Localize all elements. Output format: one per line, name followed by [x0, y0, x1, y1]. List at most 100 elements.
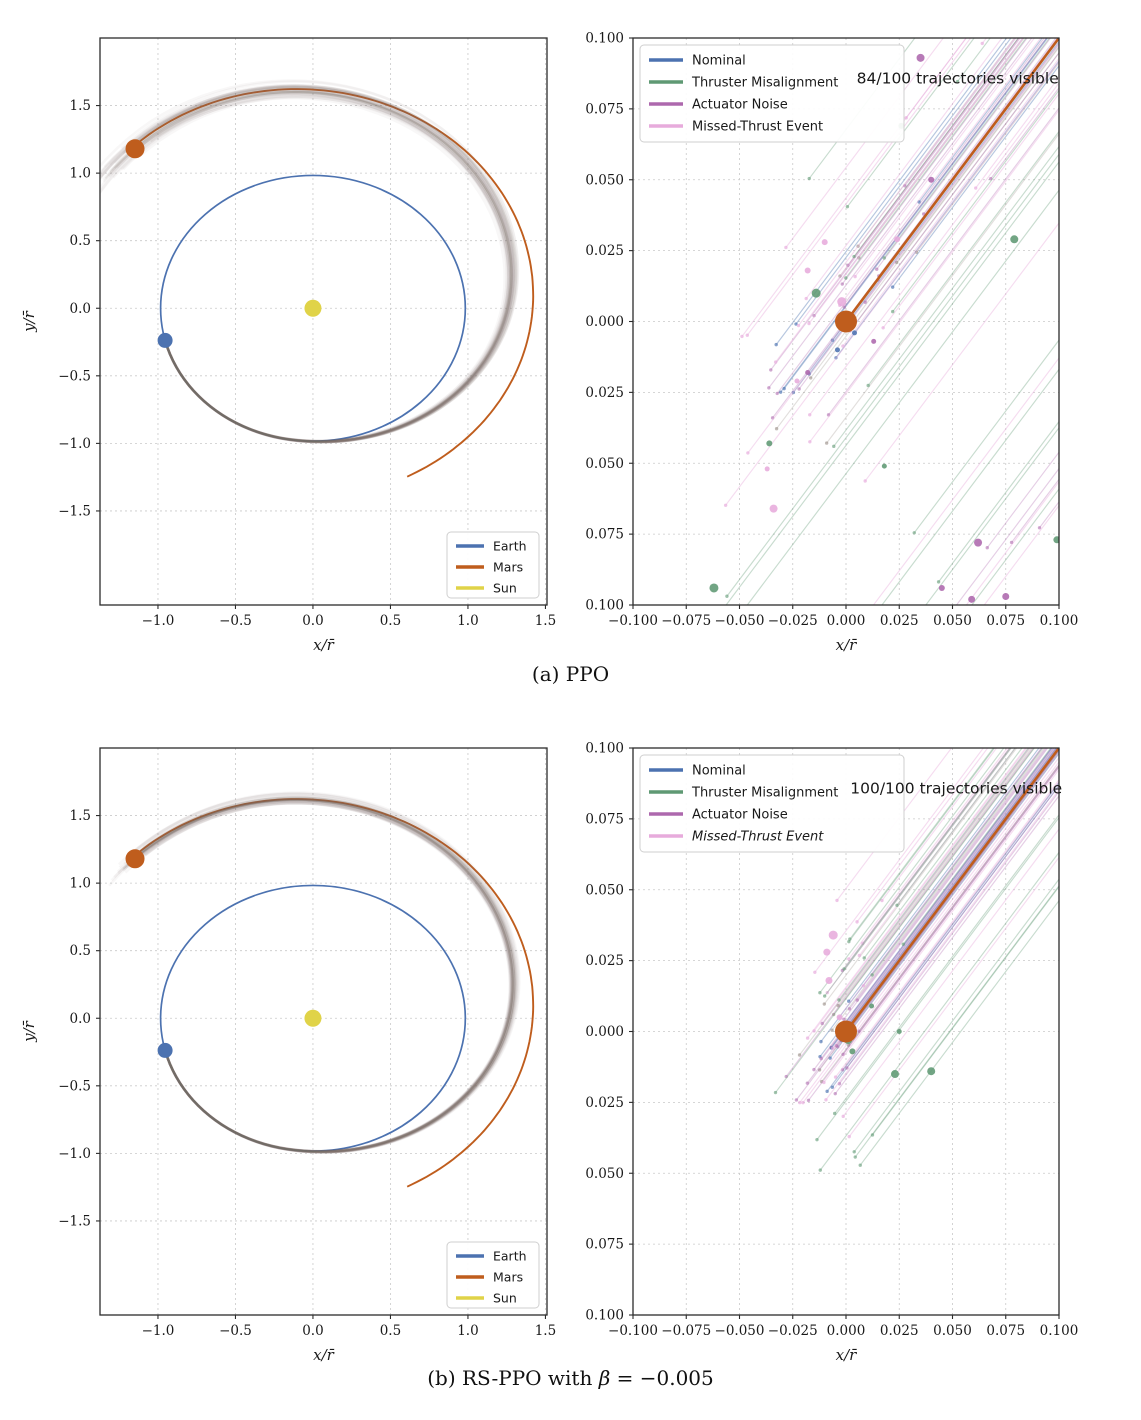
caption-b-beta-symbol: β [598, 1366, 611, 1390]
svg-text:1.5: 1.5 [70, 98, 91, 114]
trajectory-endpoints [709, 53, 1059, 603]
endpoint-dot-thruster [869, 1003, 875, 1009]
svg-text:0.050: 0.050 [933, 1323, 972, 1339]
mars-marker [125, 139, 145, 159]
endpoint-dot-missed [821, 239, 828, 246]
svg-text:−0.050: −0.050 [715, 613, 765, 629]
svg-text:1.0: 1.0 [457, 613, 478, 629]
endpoint-dot-missed [794, 378, 800, 384]
svg-text:1.0: 1.0 [457, 1323, 478, 1339]
earth-marker [157, 1042, 173, 1058]
svg-text:−0.025: −0.025 [768, 613, 818, 629]
svg-text:0.000: 0.000 [827, 1323, 866, 1339]
svg-text:−0.075: −0.075 [661, 613, 711, 629]
plot-panel-a-orbits: −1.0 −0.5 0.0 0.5 1.0 1.5 −1.5 −1.0 −0.5 0.0 0.5 1.… [20, 37, 556, 654]
svg-text:−0.050: −0.050 [585, 1166, 624, 1182]
caption-a-text: (a) PPO [531, 662, 610, 686]
legend: Nominal Thruster Misalignment Actuator Noi… [639, 754, 905, 853]
svg-text:−0.100: −0.100 [585, 598, 624, 614]
svg-text:−0.5: −0.5 [58, 1078, 91, 1094]
endpoint-dot-thruster [849, 1048, 856, 1055]
plot-panel-b-orbits: −1.0 −0.5 0.0 0.5 1.0 1.5 −1.5 −1.0 −0.5 0.0 0.5 1.… [20, 747, 556, 1364]
svg-text:1.0: 1.0 [70, 166, 91, 182]
transfer-trajectory-bundle [100, 79, 520, 444]
endpoint-dot-actuator [871, 338, 877, 344]
svg-text:0.100: 0.100 [585, 31, 624, 47]
axes-frame: −1.0 −0.5 0.0 0.5 1.0 1.5 −1.5 −1.0 −0.5 0.0 0.5 1.… [20, 37, 556, 654]
svg-text:0.5: 0.5 [70, 943, 91, 959]
endpoint-dot-missed [836, 1014, 843, 1021]
endpoint-dot-nominal [834, 347, 840, 353]
svg-text:0.025: 0.025 [880, 1323, 919, 1339]
endpoint-dot-missed [894, 236, 901, 243]
legend-label: Sun [493, 581, 517, 596]
legend-label: Actuator Noise [692, 808, 788, 823]
svg-text:−0.025: −0.025 [585, 1095, 624, 1111]
trajectory-bundle [773, 748, 1059, 1172]
endpoint-dot-missed [828, 930, 838, 940]
svg-text:0.0: 0.0 [302, 1323, 323, 1339]
legend-label: Missed-Thrust Event [692, 120, 823, 135]
svg-text:0.0: 0.0 [70, 301, 91, 317]
legend: Nominal Thruster Misalignment Actuator Noi… [639, 44, 905, 143]
svg-text:0.5: 0.5 [380, 613, 401, 629]
endpoint-dot-thruster [766, 440, 773, 447]
svg-text:0.050: 0.050 [933, 613, 972, 629]
endpoint-dot-missed [825, 976, 833, 984]
legend-label: Earth [493, 1249, 527, 1264]
svg-text:0.0: 0.0 [70, 1011, 91, 1027]
svg-text:−0.5: −0.5 [219, 1323, 252, 1339]
y-axis-label: y/r̄ [20, 1020, 38, 1043]
svg-text:0.025: 0.025 [880, 613, 919, 629]
axes-frame: −0.100 −0.075 −0.050 −0.025 0.000 0.025 0.050 0… [585, 741, 1078, 1365]
endpoint-dot-missed [764, 466, 770, 472]
plot-panel-b-zoom: −0.100 −0.075 −0.050 −0.025 0.000 0.025 0.050 0… [585, 741, 1078, 1365]
svg-text:1.5: 1.5 [535, 1323, 556, 1339]
svg-text:0.075: 0.075 [986, 1323, 1025, 1339]
svg-text:−1.0: −1.0 [142, 1323, 175, 1339]
svg-text:0.000: 0.000 [585, 314, 624, 330]
endpoint-dot-thruster [927, 1067, 936, 1076]
legend-label: Mars [493, 560, 523, 575]
endpoint-dot-actuator [968, 595, 976, 603]
legend-label: Sun [493, 1291, 517, 1306]
x-axis-label: x/r̄ [313, 636, 335, 654]
transfer-trajectory-bundle [108, 791, 521, 1154]
endpoint-dot-thruster [881, 463, 887, 469]
svg-text:0.100: 0.100 [1040, 1323, 1079, 1339]
legend-label: Thruster Misalignment [691, 76, 838, 91]
endpoint-dot-actuator [805, 370, 811, 376]
mars-marker [125, 849, 145, 869]
svg-text:0.5: 0.5 [70, 233, 91, 249]
earth-orbit [159, 174, 467, 442]
svg-text:1.5: 1.5 [535, 613, 556, 629]
endpoint-dot-thruster [896, 1029, 902, 1034]
svg-text:−0.100: −0.100 [608, 613, 658, 629]
axes-frame: −0.100 −0.075 −0.050 −0.025 0.000 0.025 0.050 0… [585, 31, 1078, 655]
svg-text:−0.075: −0.075 [585, 1237, 624, 1253]
endpoint-dot-actuator [916, 53, 925, 62]
earth-orbit [159, 884, 467, 1152]
mars-orbit-line [844, 38, 1059, 323]
endpoint-dot-thruster [1053, 536, 1059, 544]
x-axis-label: x/r̄ [313, 1346, 335, 1364]
endpoint-dot-thruster [1010, 235, 1019, 244]
svg-text:−0.5: −0.5 [58, 368, 91, 384]
endpoint-dot-actuator [1002, 592, 1010, 600]
svg-text:−0.100: −0.100 [608, 1323, 658, 1339]
endpoint-dot-thruster [709, 583, 719, 593]
caption-b: (b) RS-PPO with β = −0.005 [0, 1366, 1141, 1390]
svg-text:0.075: 0.075 [986, 613, 1025, 629]
legend: Earth Mars Sun [446, 1241, 540, 1309]
plot-panel-a-zoom: −0.100 −0.075 −0.050 −0.025 0.000 0.025 0.050 0… [585, 31, 1078, 655]
plot-area [709, 38, 1059, 605]
endpoint-dot-actuator [938, 584, 945, 591]
svg-text:−0.100: −0.100 [585, 1308, 624, 1324]
endpoint-dot-missed [769, 504, 778, 513]
svg-text:1.5: 1.5 [70, 808, 91, 824]
visible-count-annotation: 100/100 trajectories visible [850, 779, 1062, 797]
y-axis-label: y/r̄ [20, 310, 38, 333]
endpoint-dot-thruster [890, 1070, 899, 1079]
svg-text:−0.075: −0.075 [661, 1323, 711, 1339]
